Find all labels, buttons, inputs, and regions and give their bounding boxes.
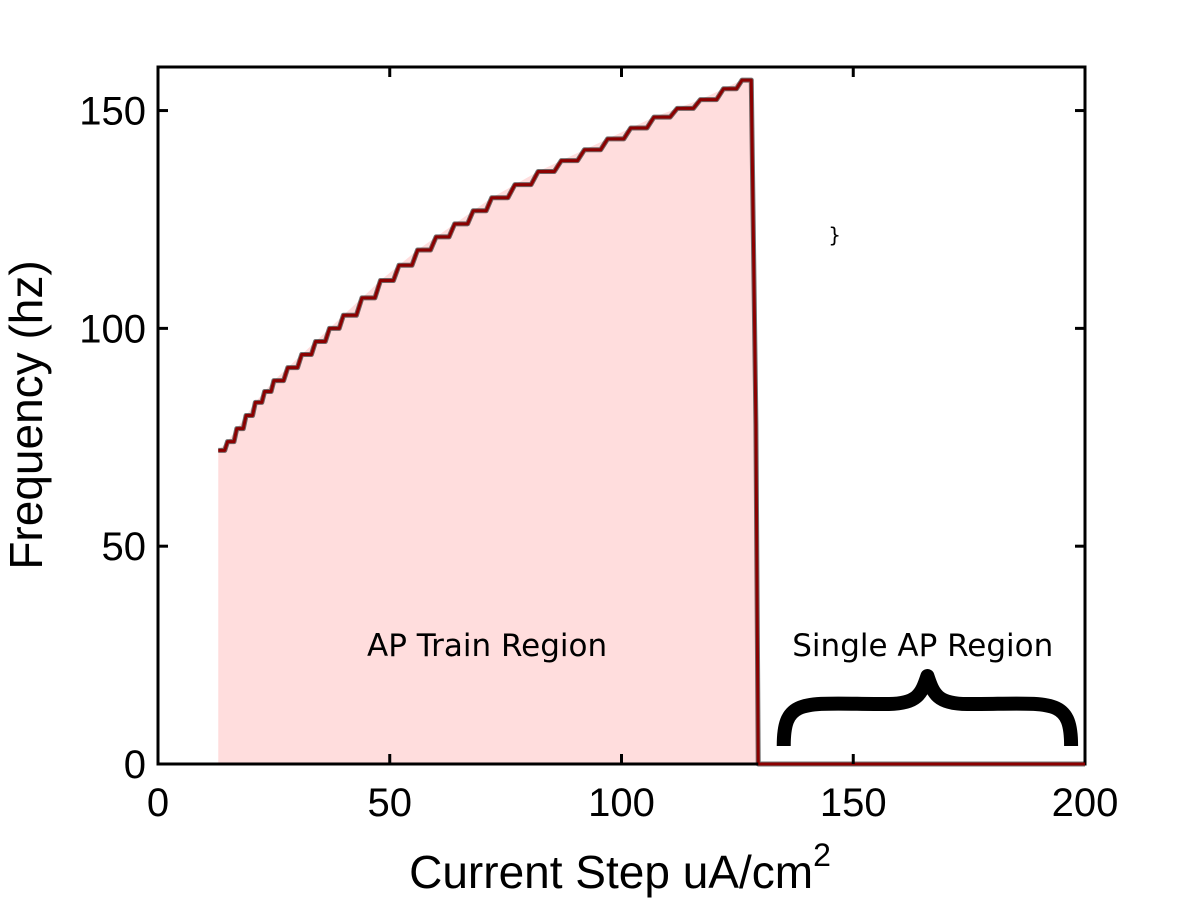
annotation-small-brace: } [829,223,841,247]
x-tick-label: 150 [820,781,887,825]
y-tick-label: 0 [124,743,146,787]
series-line [218,78,1085,766]
plot-area [218,77,1085,767]
y-tick-label: 100 [79,307,146,351]
x-tick-label: 200 [1052,781,1119,825]
x-axis-label-superscript: 2 [813,837,831,873]
y-tick-label: 150 [79,90,146,134]
annotation-single-ap: Single AP Region [792,628,1053,664]
annotations: AP Train Region Single AP Region } { [367,0,1079,747]
x-tick-label: 50 [368,781,413,825]
x-tick-label: 0 [147,781,169,825]
y-tick-label: 50 [102,525,147,569]
brace-shape [776,669,1079,747]
annotation-ap-train: AP Train Region [367,628,607,664]
series-fill [218,80,759,765]
y-axis-title: Frequency (hz) [0,260,52,569]
x-axis-title: Current Step uA/cm2 [409,837,831,898]
single-ap-brace: { [927,0,928,1]
x-tick-label: 100 [588,781,655,825]
x-axis-label: Current Step uA/cm [409,846,813,898]
axes: 0 50 100 150 200 0 50 100 150 [79,65,1119,825]
